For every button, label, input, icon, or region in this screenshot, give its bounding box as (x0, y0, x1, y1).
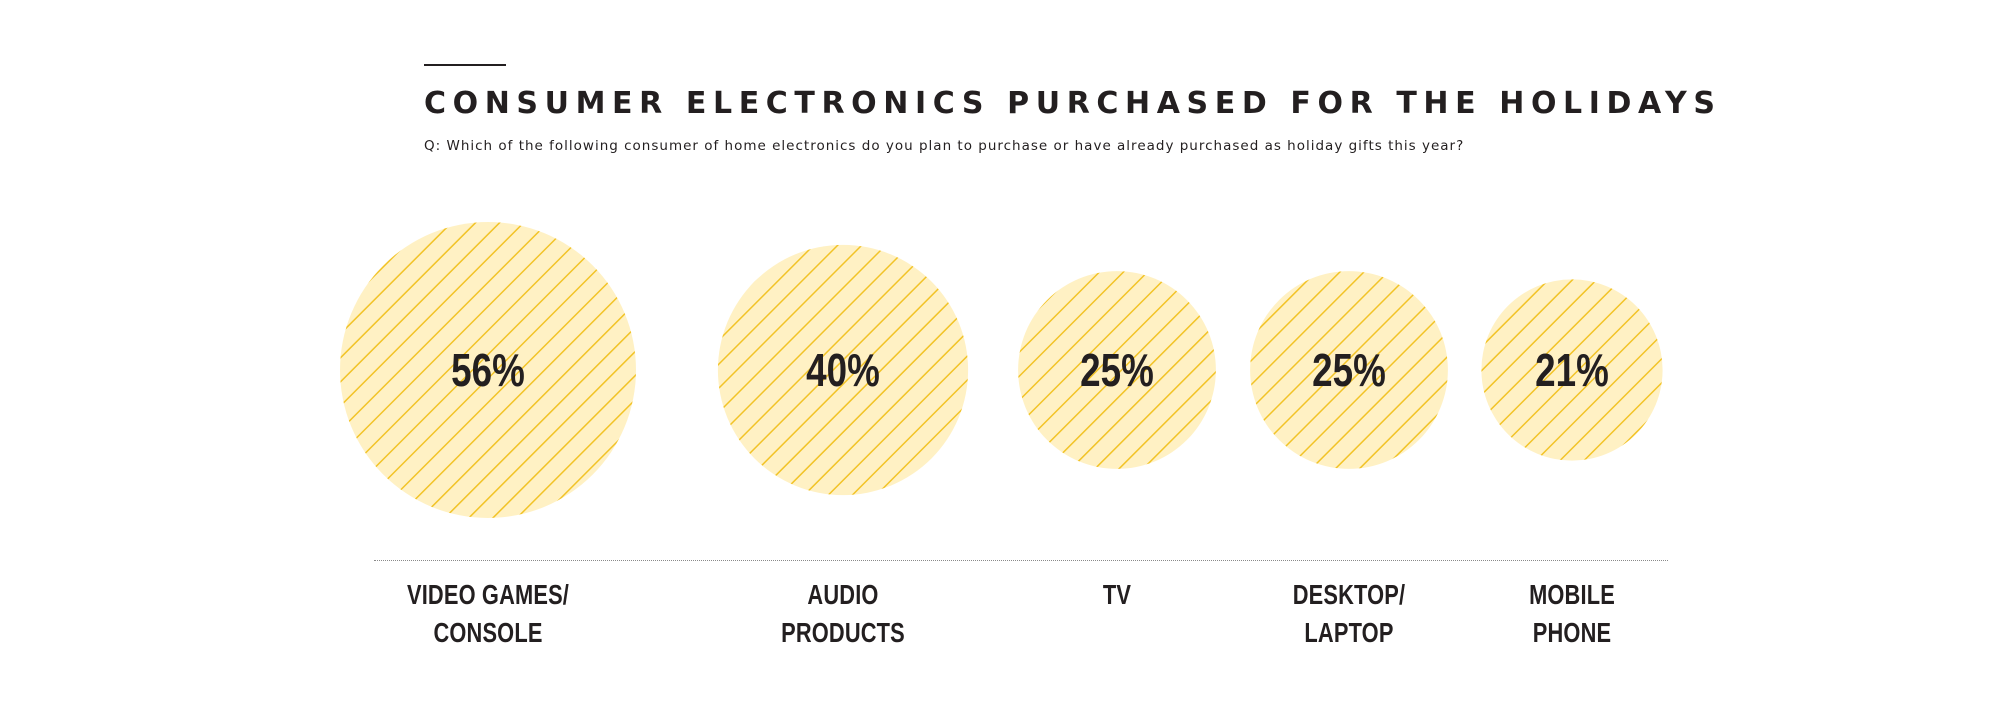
category-label-line: TV (1102, 579, 1132, 610)
bubble-1 (717, 244, 969, 496)
category-label-line: VIDEO GAMES/ (406, 579, 570, 610)
category-label-line: CONSOLE (433, 617, 543, 648)
bubble-value-label: 56% (451, 344, 525, 396)
bubble-0 (340, 222, 636, 518)
category-label-line: PHONE (1532, 617, 1612, 648)
category-label: TV (1023, 576, 1210, 614)
bubble-value-label: 21% (1535, 344, 1609, 396)
category-label: DESKTOP/LAPTOP (1255, 576, 1442, 652)
title-accent-rule (424, 64, 506, 66)
bubble-group: 56% 40% 25% 25% 21% (340, 222, 1663, 518)
baseline-divider (374, 560, 1668, 561)
bubble-2 (1018, 271, 1216, 469)
category-label-line: MOBILE (1529, 579, 1615, 610)
chart-title: CONSUMER ELECTRONICS PURCHASED FOR THE H… (424, 86, 1722, 121)
category-label-line: PRODUCTS (781, 617, 905, 648)
bubble-value-label: 25% (1080, 344, 1154, 396)
category-label: MOBILE PHONE (1478, 576, 1665, 652)
category-label-line: LAPTOP (1304, 617, 1394, 648)
bubble-4 (1481, 279, 1663, 461)
category-label: VIDEO GAMES/CONSOLE (394, 576, 581, 652)
category-label-line: AUDIO (807, 579, 879, 610)
chart-subtitle: Q: Which of the following consumer of ho… (424, 138, 1465, 154)
bubble-value-label: 25% (1312, 344, 1386, 396)
bubble-3 (1250, 271, 1448, 469)
bubble-value-label: 40% (806, 344, 880, 396)
category-label-line: DESKTOP/ (1292, 579, 1406, 610)
category-label: AUDIO PRODUCTS (749, 576, 936, 652)
